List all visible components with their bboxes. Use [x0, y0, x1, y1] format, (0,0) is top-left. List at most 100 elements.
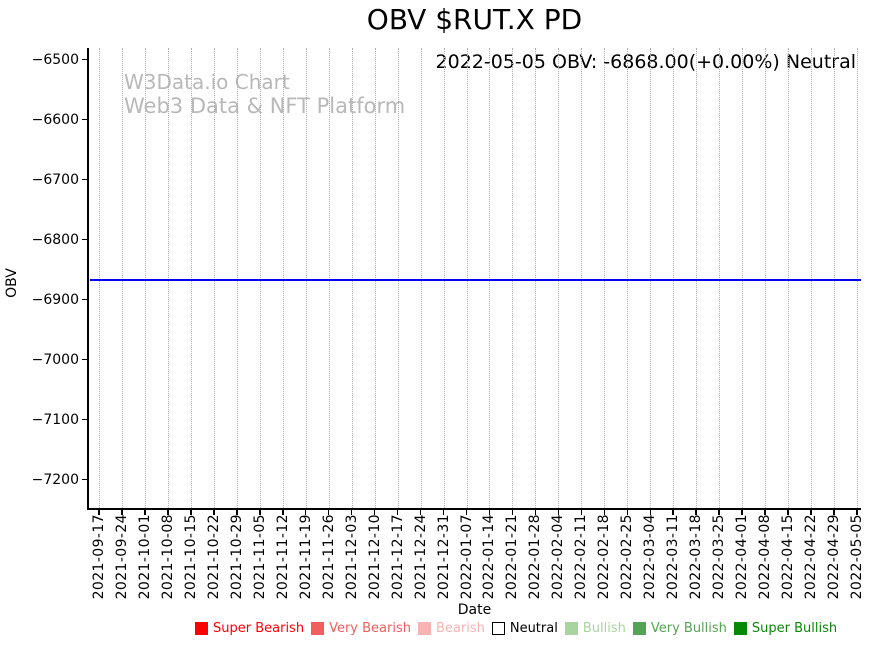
x-tick-label: 2022-01-14 [481, 514, 498, 600]
x-tick-label: 2021-09-24 [113, 514, 130, 600]
legend-swatch [417, 622, 431, 635]
x-tick-label: 2022-04-29 [826, 514, 843, 600]
x-tick-mark [98, 509, 100, 515]
watermark-line-1: W3Data.io Chart [124, 70, 290, 94]
y-tick-label: −6500 [31, 51, 79, 68]
gridline [213, 48, 215, 508]
x-tick-label: 2022-01-07 [458, 514, 475, 600]
y-tick-mark [81, 238, 87, 241]
latest-value-annotation: 2022-05-05 OBV: -6868.00(+0.00%) Neutral [435, 51, 856, 73]
gridline [834, 48, 836, 508]
gridline [305, 48, 307, 508]
obv-series-line [89, 279, 861, 282]
x-tick-mark [144, 509, 146, 515]
x-tick-mark [672, 509, 674, 515]
x-tick-label: 2022-01-21 [504, 514, 521, 600]
gridline [167, 48, 169, 508]
x-tick-label: 2022-01-28 [527, 514, 544, 600]
y-tick-label: −6900 [31, 291, 79, 308]
x-tick-mark [603, 509, 606, 515]
legend-item: Super Bearish [195, 621, 304, 636]
x-tick-label: 2021-12-10 [366, 514, 383, 600]
legend-swatch [733, 622, 747, 635]
legend-item: Very Bearish [311, 621, 411, 636]
gridline [99, 48, 100, 508]
x-tick-mark [695, 509, 697, 515]
legend-item: Bearish [417, 621, 485, 636]
x-tick-label: 2021-12-17 [389, 514, 406, 600]
x-tick-label: 2021-10-29 [228, 514, 245, 600]
y-tick-label: −7100 [31, 411, 79, 428]
x-tick-label: 2022-02-18 [596, 514, 613, 600]
x-tick-mark [213, 509, 215, 515]
x-tick-label: 2022-04-22 [803, 514, 820, 600]
gridline [144, 48, 146, 508]
x-tick-mark [167, 509, 169, 515]
x-tick-mark [787, 509, 789, 515]
gridline [397, 48, 399, 508]
legend-label: Super Bullish [751, 621, 838, 636]
x-axis-spine [87, 508, 861, 510]
gridline [466, 48, 468, 508]
x-tick-mark [304, 509, 307, 515]
legend-swatch [491, 622, 505, 635]
x-tick-mark [741, 509, 743, 515]
legend-label: Very Bearish [329, 621, 411, 636]
watermark: W3Data.io Chart Web3 Data & NFT Platform [124, 70, 405, 118]
x-tick-mark [327, 509, 330, 515]
x-tick-mark [810, 509, 812, 515]
x-tick-mark [534, 509, 537, 515]
gridline [788, 48, 790, 508]
legend-label: Neutral [509, 621, 558, 636]
legend-swatch [311, 622, 325, 635]
gridline [673, 48, 675, 508]
x-tick-mark [236, 509, 238, 515]
gridline [696, 48, 698, 508]
x-tick-mark [419, 509, 422, 515]
x-tick-label: 2022-04-08 [757, 514, 774, 600]
x-tick-mark [511, 509, 514, 515]
gridline [811, 48, 813, 508]
x-tick-mark [442, 509, 445, 515]
x-tick-label: 2021-12-31 [435, 514, 452, 600]
gridline [627, 48, 629, 508]
x-tick-mark [373, 509, 376, 515]
legend-label: Bullish [582, 621, 626, 636]
x-tick-mark [764, 509, 766, 515]
legend-item: Very Bullish [632, 621, 727, 636]
legend-item: Super Bullish [733, 621, 838, 636]
x-tick-label: 2021-12-24 [412, 514, 429, 600]
y-tick-label: −6700 [31, 171, 79, 188]
y-tick-mark [81, 58, 87, 61]
gridline [604, 48, 606, 508]
gridline [719, 48, 721, 508]
x-tick-label: 2022-03-25 [711, 514, 728, 600]
x-tick-mark [488, 509, 491, 515]
gridline [765, 48, 767, 508]
gridline [420, 48, 422, 508]
legend-label: Bearish [435, 621, 485, 636]
x-tick-label: 2021-10-01 [136, 514, 153, 600]
x-tick-label: 2021-10-22 [205, 514, 222, 600]
watermark-line-2: Web3 Data & NFT Platform [124, 94, 406, 118]
x-tick-label: 2021-10-08 [159, 514, 176, 600]
legend-swatch [195, 622, 208, 635]
x-tick-label: 2021-11-05 [251, 514, 268, 600]
y-tick-mark [81, 118, 87, 121]
x-tick-mark [465, 509, 468, 515]
gridline [742, 48, 744, 508]
x-tick-mark [282, 509, 284, 515]
x-axis-title: Date [457, 602, 492, 618]
legend-item: Neutral [491, 621, 558, 636]
x-tick-mark [121, 509, 123, 515]
gridline [190, 48, 192, 508]
x-tick-mark [580, 509, 583, 515]
gridline [512, 48, 514, 508]
x-tick-mark [259, 509, 261, 515]
legend-label: Very Bullish [650, 621, 727, 636]
x-tick-label: 2022-03-04 [642, 514, 659, 600]
gridline [374, 48, 376, 508]
x-tick-label: 2022-02-11 [573, 514, 590, 600]
gridline [328, 48, 330, 508]
